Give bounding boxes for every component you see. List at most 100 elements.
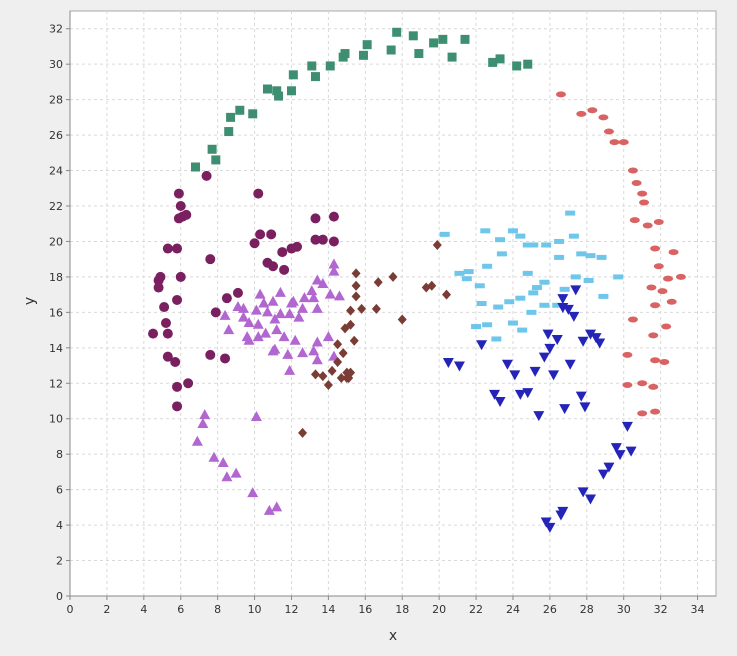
data-point — [442, 358, 454, 368]
data-point — [587, 107, 598, 114]
data-point — [544, 522, 556, 533]
data-point — [454, 270, 465, 276]
data-point — [533, 411, 545, 422]
data-point — [583, 277, 594, 283]
data-point — [480, 228, 491, 234]
data-point — [220, 353, 231, 364]
data-point — [311, 302, 323, 313]
data-point — [333, 357, 343, 367]
data-point — [609, 139, 620, 146]
data-point — [627, 316, 638, 323]
data-point — [528, 290, 539, 296]
data-point — [397, 314, 407, 325]
data-point — [308, 292, 320, 303]
data-point — [463, 269, 474, 275]
data-point — [219, 309, 231, 320]
data-point — [471, 324, 482, 330]
y-tick-label: 24 — [49, 165, 63, 178]
data-point — [627, 167, 638, 174]
data-point — [191, 435, 203, 446]
data-point — [557, 506, 569, 517]
y-tick-label: 20 — [49, 235, 63, 248]
data-point — [596, 254, 607, 260]
data-point — [285, 297, 297, 308]
data-point — [668, 249, 679, 256]
data-point — [197, 418, 209, 429]
data-point — [504, 299, 515, 305]
data-point — [650, 302, 661, 309]
axes — [69, 11, 716, 597]
data-point — [306, 285, 318, 296]
data-point — [175, 201, 186, 211]
data-point — [362, 40, 372, 50]
data-point — [657, 288, 668, 295]
data-point — [297, 302, 309, 313]
data-point — [254, 288, 266, 299]
data-point — [199, 409, 211, 420]
data-point — [495, 237, 506, 243]
data-point — [351, 280, 361, 291]
data-point — [618, 139, 629, 146]
data-point — [495, 54, 505, 64]
data-point — [523, 59, 533, 69]
y-tick-label: 10 — [49, 413, 63, 426]
y-tick-label: 18 — [49, 271, 63, 284]
data-point — [653, 263, 664, 270]
data-point — [629, 217, 640, 224]
x-tick-label: 22 — [469, 603, 483, 616]
data-point — [584, 329, 596, 340]
series-square — [191, 27, 533, 172]
x-tick-label: 4 — [140, 603, 147, 616]
data-point — [208, 451, 220, 462]
data-point — [539, 302, 550, 308]
data-point — [284, 364, 296, 375]
data-point — [175, 271, 186, 282]
series-circle — [148, 170, 339, 412]
y-tick-label: 32 — [49, 23, 63, 36]
data-point — [308, 345, 320, 356]
data-point — [170, 357, 181, 367]
data-point — [260, 327, 272, 338]
data-point — [252, 318, 264, 329]
data-point — [311, 274, 323, 285]
data-point — [271, 501, 283, 512]
x-tick-label: 18 — [395, 603, 409, 616]
data-point — [554, 238, 565, 244]
data-point — [552, 302, 563, 308]
data-point — [509, 370, 521, 381]
y-tick-label: 0 — [56, 590, 63, 603]
data-point — [614, 450, 626, 461]
data-point — [517, 327, 528, 333]
data-point — [576, 251, 587, 257]
data-point — [298, 427, 308, 438]
x-tick-label: 26 — [543, 603, 557, 616]
data-point — [177, 211, 188, 222]
data-point — [247, 487, 259, 498]
data-point — [328, 258, 340, 269]
data-point — [286, 86, 296, 96]
data-point — [317, 234, 328, 245]
data-point — [570, 274, 581, 280]
data-point — [298, 292, 310, 303]
x-tick-label: 32 — [654, 603, 668, 616]
data-point — [414, 49, 424, 59]
data-point — [226, 112, 236, 122]
data-point — [322, 331, 334, 342]
data-point — [173, 188, 184, 199]
data-point — [148, 328, 159, 339]
data-point — [310, 213, 321, 224]
data-point — [266, 229, 277, 240]
data-point — [243, 317, 255, 327]
y-tick-label: 6 — [56, 484, 63, 497]
data-point — [153, 282, 164, 293]
series-ellipse — [555, 91, 686, 417]
x-axis-title: x — [389, 628, 397, 644]
data-point — [408, 31, 418, 41]
data-point — [183, 378, 194, 389]
data-point — [501, 359, 513, 370]
data-point — [349, 335, 359, 346]
data-point — [344, 372, 354, 383]
data-point — [392, 27, 402, 37]
data-point — [646, 284, 657, 291]
data-point — [318, 371, 328, 382]
